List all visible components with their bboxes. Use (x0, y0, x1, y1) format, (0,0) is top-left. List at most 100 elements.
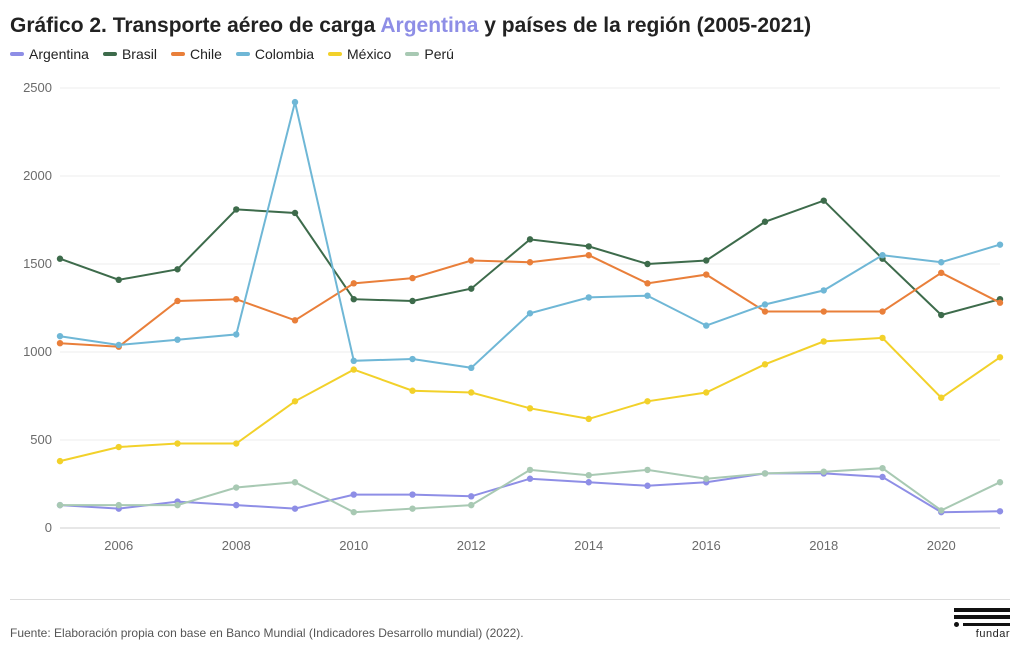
y-tick-label: 2000 (23, 168, 52, 183)
y-tick-label: 1500 (23, 256, 52, 271)
series-point-argentina (468, 493, 474, 499)
series-point-brasil (762, 219, 768, 225)
series-point-mexico (57, 458, 63, 464)
series-point-argentina (644, 483, 650, 489)
series-point-chile (57, 340, 63, 346)
series-point-peru (527, 467, 533, 473)
chart-area: 0500100015002000250020062008201020122014… (10, 68, 1010, 568)
x-tick-label: 2006 (104, 538, 133, 553)
series-point-mexico (586, 416, 592, 422)
chart-title: Gráfico 2. Transporte aéreo de carga Arg… (10, 14, 1010, 38)
series-point-colombia (233, 331, 239, 337)
title-prefix: Gráfico 2. Transporte aéreo de carga (10, 14, 380, 37)
series-point-colombia (292, 99, 298, 105)
series-point-argentina (586, 479, 592, 485)
series-point-colombia (116, 342, 122, 348)
series-point-brasil (938, 312, 944, 318)
series-point-peru (644, 467, 650, 473)
x-tick-label: 2020 (927, 538, 956, 553)
series-point-peru (292, 479, 298, 485)
series-point-colombia (762, 301, 768, 307)
x-tick-label: 2016 (692, 538, 721, 553)
series-point-peru (174, 502, 180, 508)
series-point-chile (351, 280, 357, 286)
series-point-mexico (938, 395, 944, 401)
series-point-argentina (292, 505, 298, 511)
series-point-argentina (879, 474, 885, 480)
series-point-mexico (703, 389, 709, 395)
x-tick-label: 2008 (222, 538, 251, 553)
series-point-brasil (644, 261, 650, 267)
title-suffix: y países de la región (2005-2021) (478, 14, 811, 37)
series-point-peru (879, 465, 885, 471)
title-highlight: Argentina (380, 14, 478, 37)
series-point-colombia (703, 322, 709, 328)
series-point-mexico (409, 388, 415, 394)
series-point-chile (233, 296, 239, 302)
series-point-mexico (879, 335, 885, 341)
series-point-colombia (879, 252, 885, 258)
legend: ArgentinaBrasilChileColombiaMéxicoPerú (10, 46, 1010, 62)
legend-swatch-brasil (103, 52, 117, 56)
series-point-mexico (527, 405, 533, 411)
legend-item-mexico: México (328, 46, 391, 62)
series-point-argentina (997, 508, 1003, 514)
line-chart: 0500100015002000250020062008201020122014… (10, 68, 1010, 568)
series-point-colombia (468, 365, 474, 371)
series-point-brasil (409, 298, 415, 304)
series-point-peru (116, 502, 122, 508)
series-point-brasil (527, 236, 533, 242)
series-point-brasil (468, 285, 474, 291)
series-point-colombia (997, 241, 1003, 247)
series-point-mexico (351, 366, 357, 372)
x-tick-label: 2018 (809, 538, 838, 553)
series-point-peru (233, 484, 239, 490)
series-point-brasil (116, 277, 122, 283)
series-point-chile (703, 271, 709, 277)
series-point-brasil (703, 257, 709, 263)
series-point-chile (292, 317, 298, 323)
series-line-mexico (60, 338, 1000, 461)
series-point-chile (527, 259, 533, 265)
x-tick-label: 2010 (339, 538, 368, 553)
series-point-mexico (762, 361, 768, 367)
series-point-colombia (174, 336, 180, 342)
y-tick-label: 500 (30, 432, 52, 447)
series-point-peru (762, 470, 768, 476)
series-line-brasil (60, 201, 1000, 315)
series-point-peru (468, 502, 474, 508)
series-point-peru (586, 472, 592, 478)
series-point-mexico (644, 398, 650, 404)
series-point-peru (938, 507, 944, 513)
series-point-argentina (233, 502, 239, 508)
legend-swatch-peru (405, 52, 419, 56)
source-text: Fuente: Elaboración propia con base en B… (10, 626, 524, 640)
series-point-peru (997, 479, 1003, 485)
brand-name: fundar (954, 629, 1010, 640)
legend-label-brasil: Brasil (122, 46, 157, 62)
y-tick-label: 1000 (23, 344, 52, 359)
series-point-brasil (351, 296, 357, 302)
series-point-brasil (292, 210, 298, 216)
series-point-brasil (586, 243, 592, 249)
series-point-peru (821, 468, 827, 474)
legend-item-chile: Chile (171, 46, 222, 62)
series-point-argentina (409, 491, 415, 497)
series-point-mexico (997, 354, 1003, 360)
series-point-mexico (292, 398, 298, 404)
legend-swatch-argentina (10, 52, 24, 56)
series-point-colombia (409, 356, 415, 362)
x-tick-label: 2014 (574, 538, 603, 553)
legend-label-colombia: Colombia (255, 46, 314, 62)
series-point-brasil (233, 206, 239, 212)
series-point-chile (174, 298, 180, 304)
series-point-chile (762, 308, 768, 314)
series-point-mexico (233, 440, 239, 446)
legend-item-colombia: Colombia (236, 46, 314, 62)
x-tick-label: 2012 (457, 538, 486, 553)
y-tick-label: 2500 (23, 80, 52, 95)
series-point-brasil (57, 256, 63, 262)
series-point-mexico (821, 338, 827, 344)
series-point-peru (703, 476, 709, 482)
legend-label-peru: Perú (424, 46, 454, 62)
